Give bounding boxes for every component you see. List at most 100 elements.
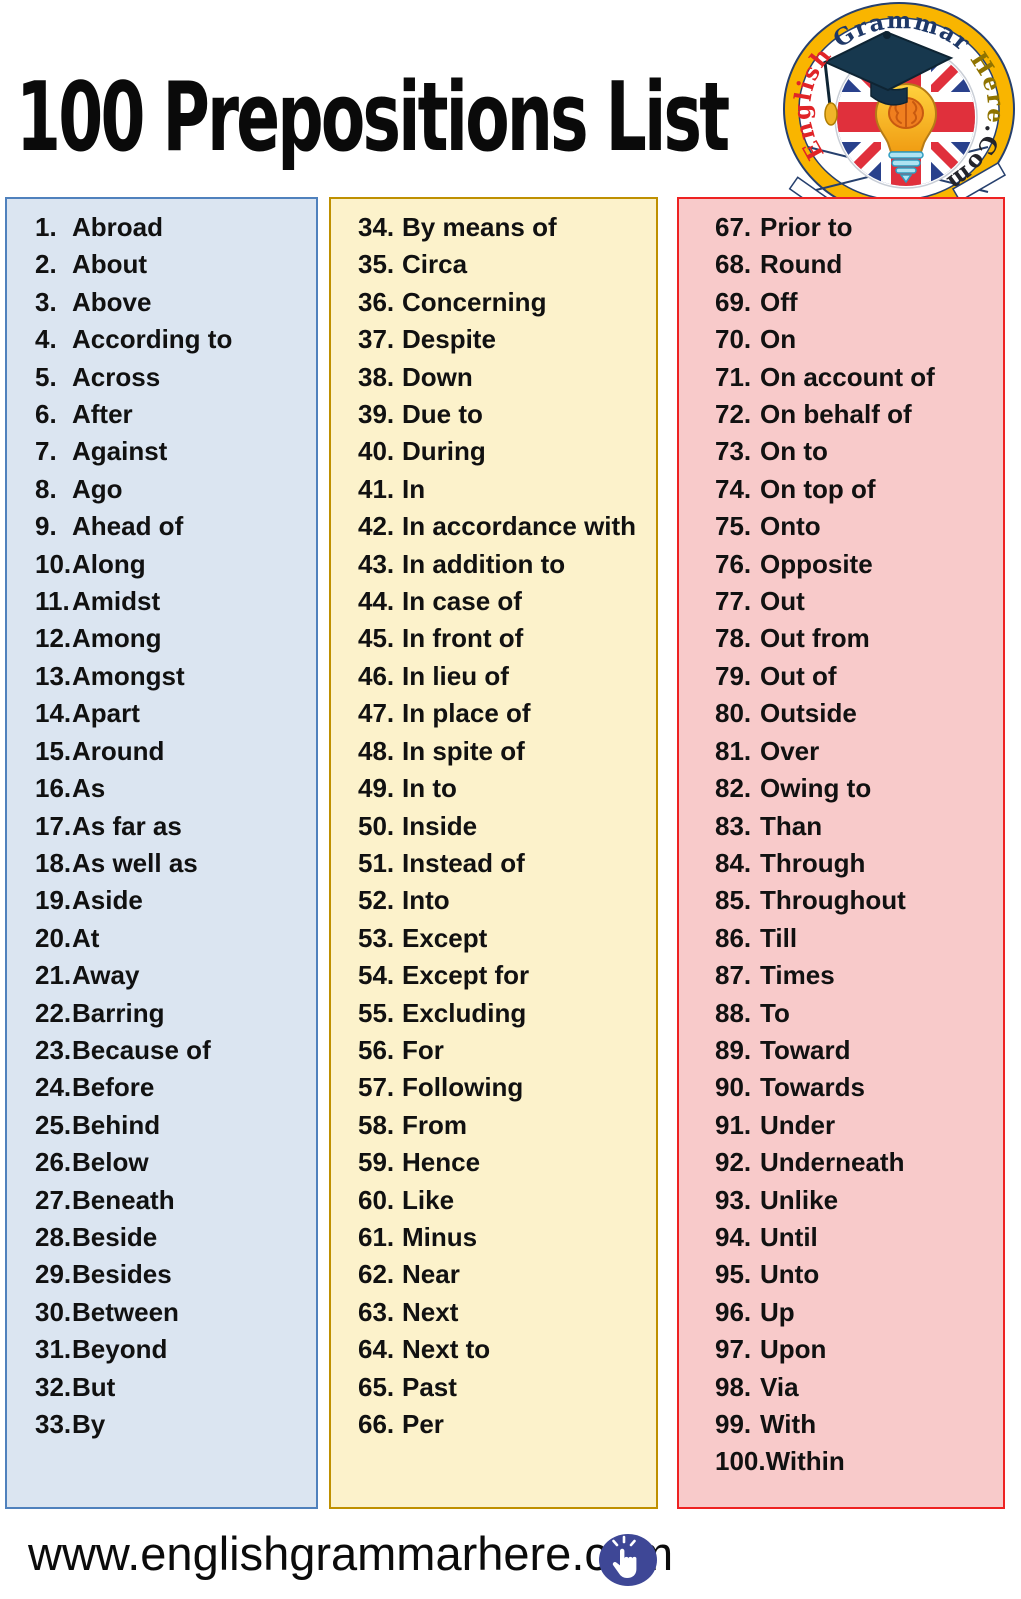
list-item: 1. Abroad (35, 209, 316, 246)
list-item: 51. Instead of (358, 845, 656, 882)
item-word: In (402, 473, 426, 504)
graduation-cap-icon (822, 30, 954, 126)
item-number: 11. (35, 586, 70, 617)
list-item: 55. Excluding (358, 995, 656, 1032)
item-number: 89. (715, 1034, 752, 1065)
list-item: 79. Out of (715, 658, 1003, 695)
item-word: Besides (72, 1259, 172, 1290)
item-number: 20. (35, 922, 72, 953)
item-word: Against (72, 436, 168, 467)
item-number: 18. (35, 847, 72, 878)
item-word: Abroad (72, 212, 163, 242)
website-url[interactable]: www.englishgrammarhere.com (28, 1527, 674, 1580)
item-number: 58. (358, 1109, 395, 1140)
list-item: 34. By means of (358, 209, 656, 246)
english-grammar-here-logo-icon: English Grammar Here .Com (783, 2, 1015, 216)
page-title: 100 Prepositions List (16, 63, 730, 173)
footer: www.englishgrammarhere.com (0, 1528, 1021, 1592)
list-item: 9. Ahead of (35, 508, 316, 545)
item-number: 97. (715, 1334, 752, 1365)
list-item: 6. After (35, 396, 316, 433)
list-item: 46. In lieu of (358, 658, 656, 695)
item-number: 21. (35, 960, 72, 991)
item-word: Per (402, 1409, 444, 1439)
list-item: 28.Beside (35, 1219, 316, 1256)
list-item: 14.Apart (35, 695, 316, 732)
item-number: 98. (715, 1371, 752, 1402)
item-word: Opposite (760, 548, 873, 579)
list-item: 30.Between (35, 1294, 316, 1331)
item-word: Amidst (72, 586, 161, 617)
item-word: As (72, 773, 106, 804)
item-word: During (402, 436, 486, 467)
list-item: 25.Behind (35, 1107, 316, 1144)
list-item: 24.Before (35, 1069, 316, 1106)
list-item: 36. Concerning (358, 284, 656, 321)
list-item: 22.Barring (35, 995, 316, 1032)
item-word: According to (72, 324, 233, 355)
item-word: With (760, 1409, 817, 1439)
item-number: 90. (715, 1072, 752, 1103)
item-number: 85. (715, 885, 752, 916)
item-word: Hence (402, 1147, 481, 1178)
item-word: Over (760, 735, 820, 766)
list-item: 21.Away (35, 957, 316, 994)
item-word: Across (72, 361, 161, 392)
list-item: 62. Near (358, 1256, 656, 1293)
item-word: Up (760, 1296, 795, 1327)
item-word: Onto (760, 511, 821, 542)
list-item: 19.Aside (35, 882, 316, 919)
item-word: Into (402, 885, 450, 916)
item-number: 33. (35, 1409, 72, 1439)
item-word: Down (402, 361, 473, 392)
list-item: 94. Until (715, 1219, 1003, 1256)
item-number: 8. (35, 473, 57, 504)
list-item: 48. In spite of (358, 733, 656, 770)
item-number: 38. (358, 361, 395, 392)
item-number: 36. (358, 286, 395, 317)
list-item: 45. In front of (358, 620, 656, 657)
item-number: 70. (715, 324, 752, 355)
list-item: 85. Throughout (715, 882, 1003, 919)
list-item: 41. In (358, 471, 656, 508)
item-number: 12. (35, 623, 72, 654)
item-word: Via (760, 1371, 799, 1402)
click-hand-icon[interactable] (596, 1532, 660, 1588)
item-word: Except for (402, 960, 530, 991)
item-number: 91. (715, 1109, 752, 1140)
item-word: Instead of (402, 847, 525, 878)
item-word: By means of (402, 212, 557, 242)
item-word: After (72, 399, 133, 430)
item-word: Upon (760, 1334, 827, 1365)
item-number: 41. (358, 473, 395, 504)
item-number: 93. (715, 1184, 752, 1215)
item-number: 2. (35, 249, 57, 280)
list-item: 90. Towards (715, 1069, 1003, 1106)
item-word: In spite of (402, 735, 525, 766)
item-word: On (760, 324, 797, 355)
item-number: 16. (35, 773, 72, 804)
item-word: Ahead of (72, 511, 184, 542)
item-word: Throughout (760, 885, 906, 916)
item-number: 32. (35, 1371, 72, 1402)
list-item: 12.Among (35, 620, 316, 657)
item-number: 75. (715, 511, 752, 542)
list-item: 35. Circa (358, 246, 656, 283)
list-item: 61. Minus (358, 1219, 656, 1256)
item-number: 48. (358, 735, 395, 766)
item-number: 31. (35, 1334, 72, 1365)
list-item: 95. Unto (715, 1256, 1003, 1293)
item-word: Due to (402, 399, 483, 430)
item-number: 23. (35, 1034, 72, 1065)
list-item: 58. From (358, 1107, 656, 1144)
item-number: 59. (358, 1147, 395, 1178)
list-item: 52. Into (358, 882, 656, 919)
list-item: 89. Toward (715, 1032, 1003, 1069)
list-item: 47. In place of (358, 695, 656, 732)
item-number: 80. (715, 698, 752, 729)
item-word: For (402, 1034, 444, 1065)
list-item: 31.Beyond (35, 1331, 316, 1368)
item-number: 72. (715, 399, 752, 430)
list-item: 74. On top of (715, 471, 1003, 508)
item-word: Within (765, 1446, 845, 1477)
